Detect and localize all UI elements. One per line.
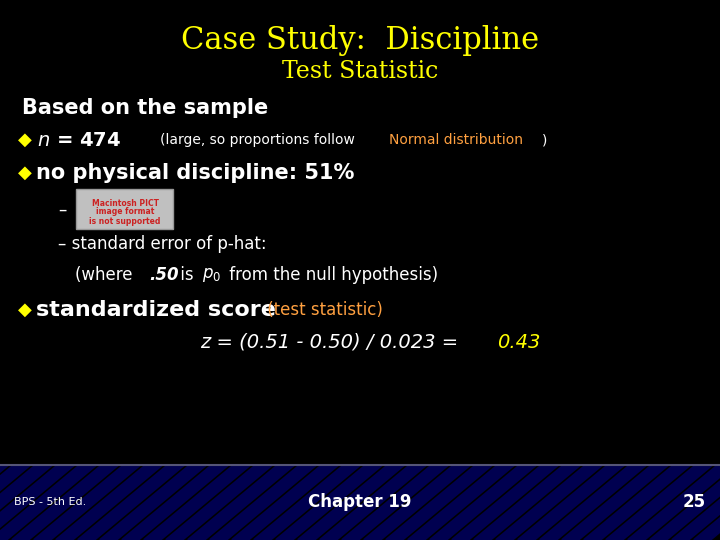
Text: (where: (where [75,266,138,284]
Text: ◆: ◆ [18,164,32,182]
Text: ◆: ◆ [18,301,32,319]
Text: is not supported: is not supported [89,217,161,226]
Text: Case Study:  Discipline: Case Study: Discipline [181,24,539,56]
Text: image format: image format [96,207,154,217]
Text: .50: .50 [149,266,179,284]
Text: Chapter 19: Chapter 19 [308,493,412,511]
Text: –: – [58,201,66,219]
Text: Macintosh PICT: Macintosh PICT [91,199,158,207]
FancyBboxPatch shape [76,189,173,229]
Text: ◆: ◆ [18,131,32,149]
Text: (test statistic): (test statistic) [262,301,383,319]
Text: Test Statistic: Test Statistic [282,60,438,84]
Text: from the null hypothesis): from the null hypothesis) [224,266,438,284]
Text: Based on the sample: Based on the sample [22,98,269,118]
Text: $p_0$: $p_0$ [202,266,221,284]
Text: no physical discipline: 51%: no physical discipline: 51% [36,163,354,183]
Text: standardized score: standardized score [36,300,276,320]
Text: 25: 25 [683,493,706,511]
Bar [0,0,720,465]
Text: BPS - 5th Ed.: BPS - 5th Ed. [14,497,86,507]
Text: z = (0.51 - 0.50) / 0.023 =: z = (0.51 - 0.50) / 0.023 = [200,333,464,352]
Text: ): ) [542,133,547,147]
Text: $\it{n}$ = 474: $\it{n}$ = 474 [37,131,121,150]
Text: 0.43: 0.43 [497,333,541,352]
Text: – standard error of p-hat:: – standard error of p-hat: [58,235,266,253]
Text: (large, so proportions follow: (large, so proportions follow [160,133,359,147]
Text: is: is [175,266,199,284]
Bar [0,465,720,540]
Text: Normal distribution: Normal distribution [389,133,523,147]
